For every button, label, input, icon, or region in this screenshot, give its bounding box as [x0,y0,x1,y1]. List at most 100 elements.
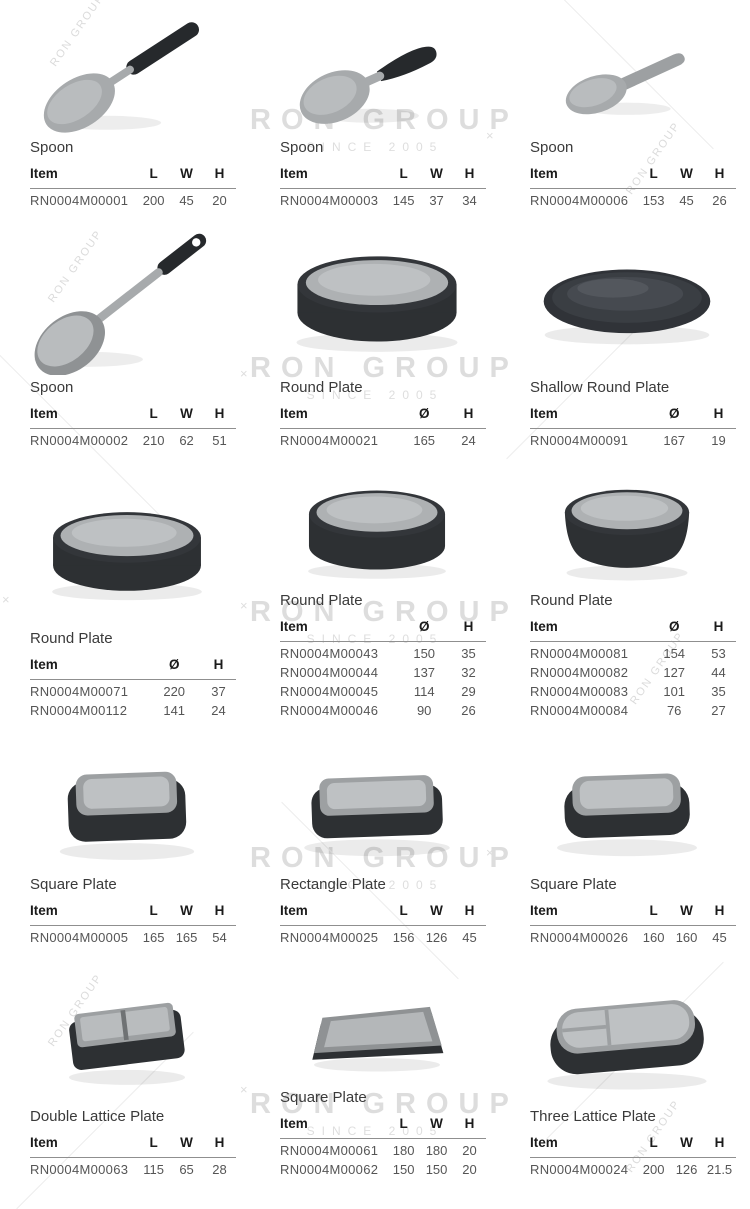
dimension-value: 165 [413,433,436,448]
spec-col-item: Item [530,903,638,926]
dimension-value: 21.5 [706,1162,733,1177]
dimension-value: 45 [462,930,477,945]
product-name: Round Plate [30,630,113,647]
spec-col-dimension: L [137,406,171,429]
product-photo-bowl-deep [510,462,744,588]
spec-header-row: Item L W H [530,903,736,926]
spec-col-dimension: Ø [397,406,451,429]
dimension-value: 200 [142,193,165,208]
product-cell: Spoon Item L W H RN0004M00002 210 62 51 [0,218,250,458]
dimension-value: 20 [462,1162,477,1177]
dimension-value: 24 [461,433,476,448]
spec-col-item: Item [280,903,388,926]
spec-row: RN0004M00084 76 27 [530,699,736,718]
spec-table: Item L W H RN0004M00061 180 180 20 RN0004M00062… [280,1116,486,1177]
product-name: Spoon [530,139,574,156]
spec-col-dimension: H [200,657,236,680]
item-code: RN0004M00045 [280,684,379,699]
spec-table: Item Ø H RN0004M00091 167 19 [530,406,736,448]
spec-header-row: Item L W H [280,1116,486,1139]
item-code: RN0004M00071 [30,684,129,699]
spec-col-dimension: H [700,406,736,429]
spec-row: RN0004M00003 145 37 34 [280,189,486,208]
product-cell: Round Plate Item Ø H RN0004M00071 220 37 RN00… [0,458,250,728]
product-name: Spoon [30,139,74,156]
spec-col-item: Item [30,166,138,189]
dimension-value: 127 [663,665,686,680]
spec-row: RN0004M00082 127 44 [530,661,736,680]
spec-header-row: Item L W H [280,903,486,926]
spec-col-item: Item [280,406,398,429]
dimension-value: 37 [211,684,226,699]
product-cell: Square Plate Item L W H RN0004M00061 180 180 2… [250,955,500,1187]
spec-table: Item L W H RN0004M00026 160 160 45 [530,903,736,945]
spec-header-row: Item L W H [30,406,236,429]
product-name: Shallow Round Plate [530,379,670,396]
dimension-value: 90 [416,703,432,718]
dimension-value: 180 [425,1143,448,1158]
dimension-value: 45 [712,930,727,945]
spec-col-dimension: L [137,1135,171,1158]
spec-col-dimension: H [203,166,236,189]
spec-col-dimension: W [420,1116,454,1139]
product-photo-square-flat [260,959,494,1085]
product-photo-spoon-long [10,4,244,135]
spec-row: RN0004M00044 137 32 [280,661,486,680]
spec-row: RN0004M00043 150 35 [280,642,486,661]
spec-table: Item Ø H RN0004M00081 154 53 RN0004M00082 127 4… [530,619,736,718]
dimension-value: 180 [392,1143,415,1158]
dimension-value: 153 [642,193,665,208]
product-photo-square-mid [510,732,744,872]
spec-row: RN0004M00025 156 126 45 [280,926,486,945]
item-code: RN0004M00002 [30,433,129,448]
spec-col-dimension: Ø [397,619,451,642]
dimension-value: 51 [212,433,227,448]
item-code: RN0004M00046 [280,703,379,718]
dimension-value: 160 [675,930,698,945]
spec-header-row: Item Ø H [280,619,486,642]
spec-row: RN0004M00045 114 29 [280,680,486,699]
product-cell: Square Plate Item L W H RN0004M00026 160 160 4… [500,728,750,955]
spec-col-dimension: L [637,1135,671,1158]
spec-header-row: Item L W H [30,166,236,189]
product-cell: Spoon Item L W H RN0004M00003 145 37 34 [250,0,500,218]
spec-col-item: Item [530,619,648,642]
spec-col-dimension: Ø [147,657,201,680]
spec-row: RN0004M00063 115 65 28 [30,1158,236,1177]
spec-col-item: Item [530,406,648,429]
spec-row: RN0004M00083 101 35 [530,680,736,699]
spec-col-dimension: H [703,1135,736,1158]
spec-col-item: Item [30,406,138,429]
spec-col-dimension: H [453,1116,486,1139]
spec-col-dimension: W [170,903,204,926]
product-cell: Round Plate Item Ø H RN0004M00021 165 24 [250,218,500,458]
product-photo-double-lattice [10,959,244,1104]
item-code: RN0004M00083 [530,684,629,699]
spec-col-dimension: H [703,166,736,189]
dimension-value: 220 [163,684,186,699]
dimension-value: 126 [425,930,448,945]
spec-table: Item Ø H RN0004M00071 220 37 RN0004M00112 141 2… [30,657,236,718]
dimension-value: 210 [142,433,165,448]
spec-col-dimension: W [420,166,454,189]
dimension-value: 54 [212,930,227,945]
spec-col-dimension: W [170,166,204,189]
spec-header-row: Item L W H [280,166,486,189]
dimension-value: 62 [179,433,194,448]
item-code: RN0004M00084 [530,703,629,718]
spec-col-dimension: L [637,166,671,189]
spec-col-dimension: L [137,166,171,189]
spec-col-dimension: Ø [647,619,701,642]
spec-col-item: Item [280,1116,388,1139]
product-photo-ladle [10,222,244,375]
spec-col-dimension: H [453,903,486,926]
dimension-value: 115 [143,1162,164,1177]
dimension-value: 26 [712,193,727,208]
dimension-value: 150 [413,646,436,661]
spec-table: Item L W H RN0004M00006 153 45 26 [530,166,736,208]
product-name: Square Plate [30,876,117,893]
product-cell: Spoon Item L W H RN0004M00001 200 45 20 [0,0,250,218]
spec-row: RN0004M00062 150 150 20 [280,1158,486,1177]
spec-col-item: Item [280,166,388,189]
dimension-value: 34 [462,193,477,208]
